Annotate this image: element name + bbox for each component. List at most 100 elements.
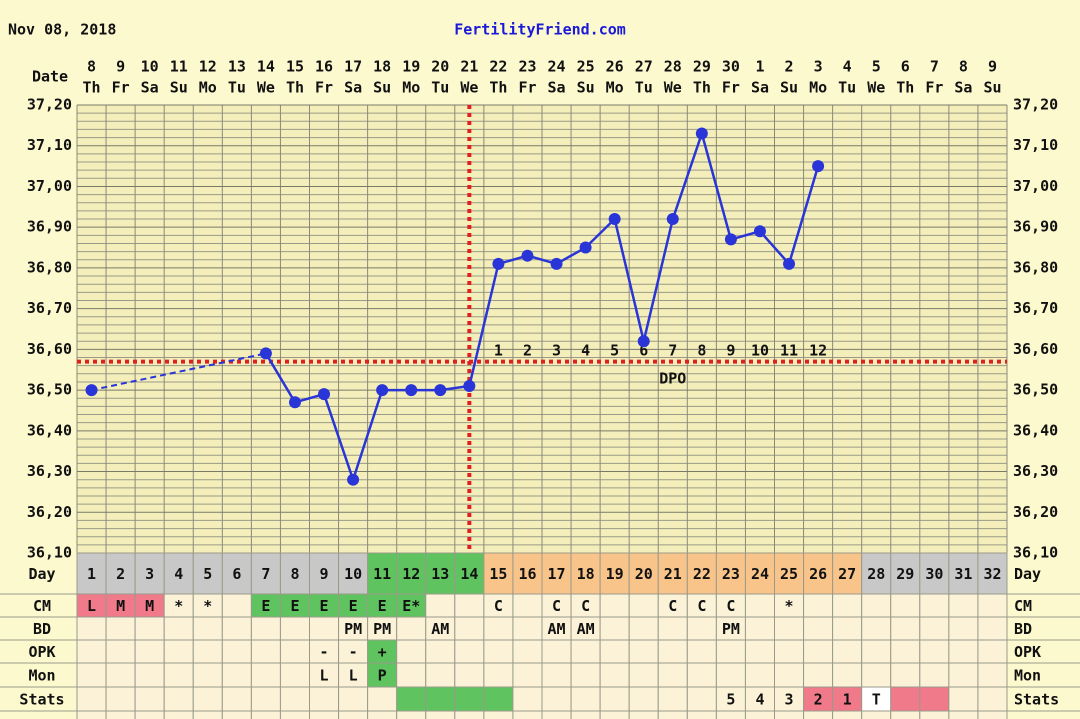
row-label: Mon (28, 667, 55, 685)
date-label: 18 (373, 58, 391, 76)
table-cell (657, 616, 688, 641)
date-label: 21 (460, 58, 478, 76)
table-cell (890, 616, 921, 641)
cell-text: E* (402, 597, 420, 615)
date-label: 22 (489, 58, 507, 76)
weekday-label: Su (170, 79, 188, 97)
cell-text: 24 (751, 565, 769, 583)
table-cell (541, 710, 572, 719)
cell-text: 12 (402, 565, 420, 583)
table-cell (338, 710, 369, 719)
dpo-number: 9 (726, 342, 735, 360)
table-cell (105, 616, 136, 641)
dpo-number: 7 (668, 342, 677, 360)
weekday-label: Fr (518, 79, 536, 97)
table-cell (512, 662, 543, 688)
cell-text: E (261, 597, 270, 615)
table-cell (134, 616, 165, 641)
table-cell (628, 593, 659, 618)
table-cell (774, 686, 805, 712)
weekday-label: Th (896, 79, 914, 97)
table-cell (715, 710, 746, 719)
table-cell (250, 616, 281, 641)
table-cell (919, 593, 950, 618)
cell-text: 20 (635, 565, 653, 583)
temp-point (259, 347, 272, 360)
table-cell (977, 616, 1008, 641)
table-cell (948, 686, 979, 712)
table-cell (832, 710, 863, 719)
cell-text: L (320, 667, 329, 685)
cell-text: P (378, 667, 387, 685)
table-cell (454, 639, 485, 664)
table-cell (454, 593, 485, 618)
table-cell (948, 593, 979, 618)
date-label: 11 (170, 58, 188, 76)
date-label: 13 (228, 58, 246, 76)
table-cell (570, 686, 601, 712)
date-label: 25 (577, 58, 595, 76)
table-cell (483, 616, 514, 641)
table-cell (396, 639, 427, 664)
table-cell (541, 686, 572, 712)
table-cell (309, 686, 340, 712)
cell-text: 8 (290, 565, 299, 583)
temp-point (695, 127, 708, 140)
date-label: 26 (606, 58, 624, 76)
temp-point (550, 257, 563, 270)
table-cell (76, 639, 107, 664)
table-cell (744, 616, 775, 641)
table-cell (396, 662, 427, 688)
table-cell (657, 710, 688, 719)
table-cell (803, 552, 834, 595)
y-tick-label-right: 36,30 (1013, 462, 1058, 480)
dpo-number: 10 (751, 342, 769, 360)
table-cell (221, 662, 252, 688)
table-cell (948, 662, 979, 688)
cell-text: C (697, 597, 706, 615)
table-cell (832, 616, 863, 641)
row-label-right: BD (1014, 620, 1032, 638)
table-cell (861, 639, 892, 664)
date-label: 27 (635, 58, 653, 76)
temp-point (724, 233, 737, 246)
row-label-right: Stats (1014, 691, 1059, 709)
cell-text: 22 (693, 565, 711, 583)
weekday-label: We (867, 79, 885, 97)
table-cell (309, 710, 340, 719)
table-cell (163, 616, 194, 641)
cell-text: 3 (145, 565, 154, 583)
y-tick-label-right: 37,00 (1013, 177, 1058, 195)
table-cell (309, 552, 340, 595)
weekday-label: Fr (315, 79, 333, 97)
date-label: 30 (722, 58, 740, 76)
temp-point (318, 388, 331, 401)
temp-point (288, 396, 301, 409)
table-cell (890, 639, 921, 664)
date-label: 9 (116, 58, 125, 76)
date-label: 29 (693, 58, 711, 76)
temp-point (637, 335, 650, 348)
weekday-label: Fr (925, 79, 943, 97)
table-cell (134, 686, 165, 712)
date-label: 8 (87, 58, 96, 76)
y-tick-label: 36,40 (27, 421, 72, 439)
row-label-right: Day (1014, 565, 1041, 583)
cell-text: PM (344, 620, 362, 638)
cell-text: L (349, 667, 358, 685)
table-cell (628, 662, 659, 688)
table-cell (570, 662, 601, 688)
dpo-number: 11 (780, 342, 798, 360)
table-cell (541, 662, 572, 688)
y-tick-label-right: 36,80 (1013, 258, 1058, 276)
date-label: 20 (431, 58, 449, 76)
table-cell (948, 552, 979, 595)
weekday-label: Tu (838, 79, 856, 97)
y-tick-label: 36,30 (27, 462, 72, 480)
table-cell (657, 686, 688, 712)
table-cell (977, 639, 1008, 664)
table-cell (105, 639, 136, 664)
cell-text: * (203, 597, 212, 615)
table-cell (803, 662, 834, 688)
